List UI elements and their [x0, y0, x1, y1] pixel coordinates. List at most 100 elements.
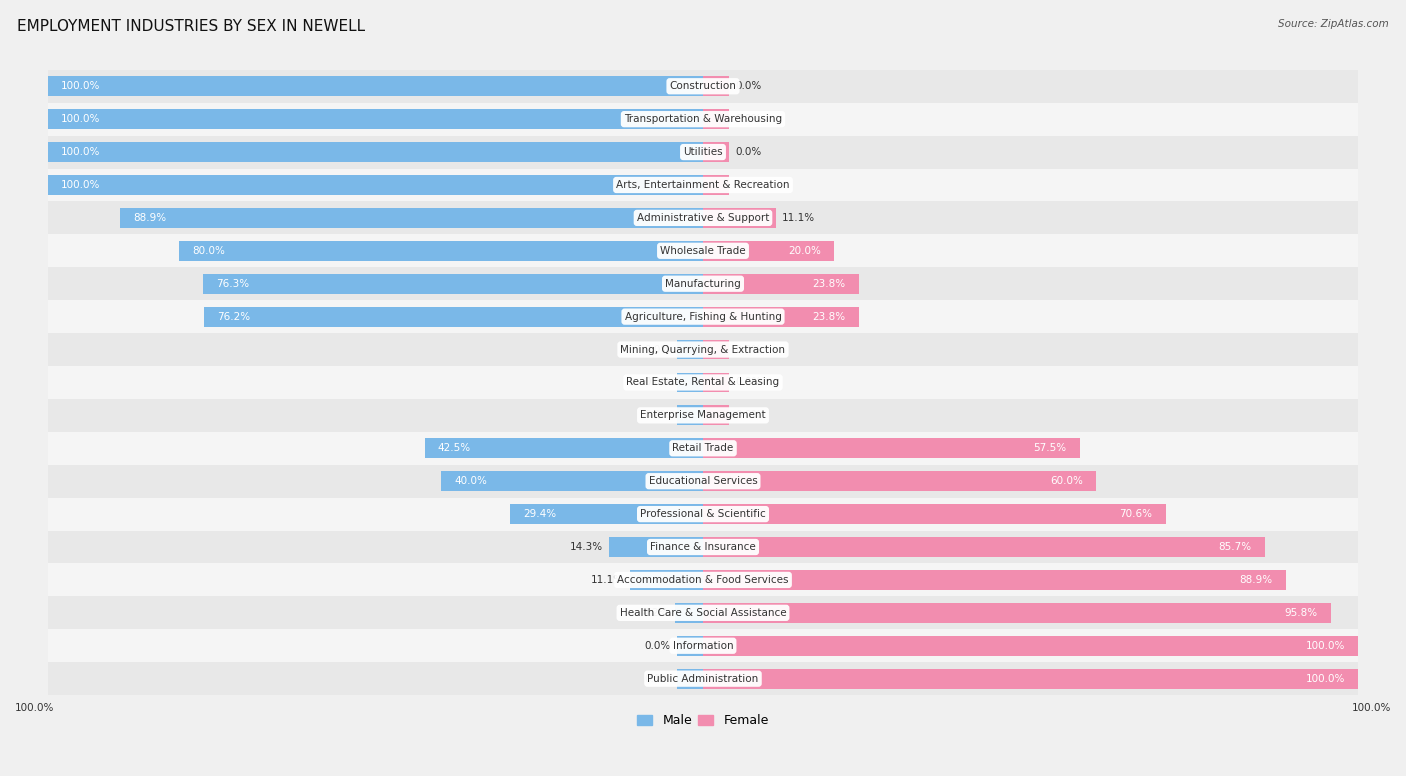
Text: 76.2%: 76.2% — [217, 312, 250, 321]
Text: Administrative & Support: Administrative & Support — [637, 213, 769, 223]
Bar — [48, 431, 1358, 465]
Bar — [202, 274, 703, 293]
Bar — [48, 142, 703, 162]
Text: 0.0%: 0.0% — [735, 345, 762, 355]
Bar — [676, 372, 703, 393]
Bar — [703, 471, 1097, 491]
Text: 76.3%: 76.3% — [217, 279, 249, 289]
Text: 4.2%: 4.2% — [643, 608, 669, 618]
Bar — [703, 504, 1166, 524]
Text: 11.1%: 11.1% — [782, 213, 815, 223]
Text: Retail Trade: Retail Trade — [672, 443, 734, 453]
Text: 0.0%: 0.0% — [735, 411, 762, 421]
Bar — [121, 208, 703, 228]
Bar — [48, 136, 1358, 168]
Bar — [703, 603, 1330, 622]
Bar — [48, 202, 1358, 234]
Text: 57.5%: 57.5% — [1033, 443, 1067, 453]
Bar — [676, 636, 703, 656]
Bar — [703, 438, 1080, 458]
Text: 20.0%: 20.0% — [789, 246, 821, 256]
Text: 100.0%: 100.0% — [1306, 674, 1346, 684]
Text: 95.8%: 95.8% — [1285, 608, 1317, 618]
Text: Utilities: Utilities — [683, 147, 723, 157]
Bar — [48, 168, 1358, 202]
Bar — [48, 300, 1358, 333]
Text: 100.0%: 100.0% — [60, 180, 100, 190]
Text: Construction: Construction — [669, 81, 737, 92]
Text: 100.0%: 100.0% — [1306, 641, 1346, 651]
Bar — [48, 465, 1358, 497]
Bar — [675, 603, 703, 622]
Bar — [703, 340, 730, 359]
Text: 14.3%: 14.3% — [569, 542, 603, 552]
Text: 0.0%: 0.0% — [735, 81, 762, 92]
Text: 42.5%: 42.5% — [437, 443, 471, 453]
Text: Accommodation & Food Services: Accommodation & Food Services — [617, 575, 789, 585]
Bar — [48, 366, 1358, 399]
Text: Wholesale Trade: Wholesale Trade — [661, 246, 745, 256]
Text: 85.7%: 85.7% — [1219, 542, 1251, 552]
Bar — [204, 307, 703, 327]
Text: 23.8%: 23.8% — [813, 279, 846, 289]
Bar — [703, 406, 730, 425]
Bar — [48, 70, 1358, 102]
Text: Information: Information — [672, 641, 734, 651]
Bar — [703, 636, 1358, 656]
Text: Manufacturing: Manufacturing — [665, 279, 741, 289]
Bar — [676, 406, 703, 425]
Bar — [676, 340, 703, 359]
Text: 23.8%: 23.8% — [813, 312, 846, 321]
Text: 0.0%: 0.0% — [735, 147, 762, 157]
Text: 0.0%: 0.0% — [644, 641, 671, 651]
Bar — [609, 537, 703, 557]
Text: Professional & Scientific: Professional & Scientific — [640, 509, 766, 519]
Text: 0.0%: 0.0% — [735, 180, 762, 190]
Text: 0.0%: 0.0% — [644, 377, 671, 387]
Text: 88.9%: 88.9% — [1239, 575, 1272, 585]
Bar — [703, 570, 1285, 590]
Bar — [425, 438, 703, 458]
Text: Mining, Quarrying, & Extraction: Mining, Quarrying, & Extraction — [620, 345, 786, 355]
Bar — [676, 669, 703, 688]
Bar — [510, 504, 703, 524]
Text: 0.0%: 0.0% — [644, 674, 671, 684]
Text: Transportation & Warehousing: Transportation & Warehousing — [624, 114, 782, 124]
Text: 100.0%: 100.0% — [15, 703, 55, 713]
Bar — [703, 208, 776, 228]
Bar — [48, 563, 1358, 597]
Text: 100.0%: 100.0% — [60, 147, 100, 157]
Bar — [703, 109, 730, 129]
Bar — [48, 531, 1358, 563]
Text: 0.0%: 0.0% — [644, 345, 671, 355]
Text: 70.6%: 70.6% — [1119, 509, 1153, 519]
Text: Arts, Entertainment & Recreation: Arts, Entertainment & Recreation — [616, 180, 790, 190]
Text: 60.0%: 60.0% — [1050, 476, 1083, 487]
Bar — [48, 333, 1358, 366]
Bar — [703, 175, 730, 195]
Text: Source: ZipAtlas.com: Source: ZipAtlas.com — [1278, 19, 1389, 29]
Text: Public Administration: Public Administration — [647, 674, 759, 684]
Bar — [48, 267, 1358, 300]
Bar — [48, 629, 1358, 662]
Legend: Male, Female: Male, Female — [633, 709, 773, 733]
Bar — [703, 372, 730, 393]
Text: Health Care & Social Assistance: Health Care & Social Assistance — [620, 608, 786, 618]
Text: Real Estate, Rental & Leasing: Real Estate, Rental & Leasing — [627, 377, 779, 387]
Text: Enterprise Management: Enterprise Management — [640, 411, 766, 421]
Text: 100.0%: 100.0% — [1351, 703, 1391, 713]
Bar — [703, 307, 859, 327]
Text: 80.0%: 80.0% — [191, 246, 225, 256]
Bar — [48, 234, 1358, 267]
Text: 100.0%: 100.0% — [60, 114, 100, 124]
Bar — [703, 537, 1264, 557]
Bar — [48, 497, 1358, 531]
Text: 0.0%: 0.0% — [735, 377, 762, 387]
Text: 0.0%: 0.0% — [735, 114, 762, 124]
Text: EMPLOYMENT INDUSTRIES BY SEX IN NEWELL: EMPLOYMENT INDUSTRIES BY SEX IN NEWELL — [17, 19, 366, 34]
Bar — [179, 241, 703, 261]
Bar — [703, 274, 859, 293]
Bar — [48, 76, 703, 96]
Bar — [441, 471, 703, 491]
Text: 100.0%: 100.0% — [60, 81, 100, 92]
